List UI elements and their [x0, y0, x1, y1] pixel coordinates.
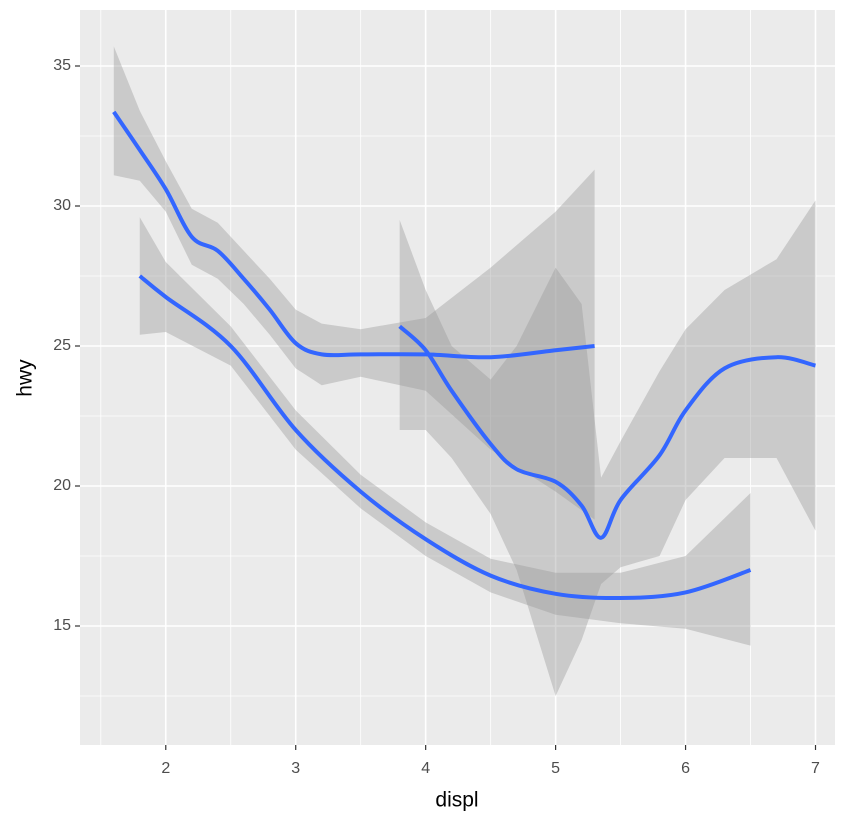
x-axis-title: displ — [435, 789, 478, 812]
confidence-band — [399, 200, 816, 696]
confidence-band — [113, 46, 595, 520]
x-tick-label: 3 — [291, 760, 300, 777]
x-tick-label: 4 — [421, 760, 430, 777]
y-tick-label: 30 — [53, 197, 71, 214]
x-tick-label: 5 — [551, 760, 560, 777]
smooth-line — [138, 274, 752, 601]
y-tick-label: 15 — [53, 617, 71, 634]
y-tick-label: 25 — [53, 337, 71, 354]
y-tick-label: 20 — [53, 477, 71, 494]
x-tick-label: 2 — [161, 760, 170, 777]
panel — [80, 10, 835, 745]
confidence-band — [139, 217, 751, 646]
x-tick-label: 7 — [811, 760, 820, 777]
smooth-line — [398, 324, 817, 540]
y-tick-label: 35 — [53, 57, 71, 74]
y-axis-title: hwy — [14, 359, 37, 397]
x-tick-label: 6 — [681, 760, 690, 777]
smooth-line — [112, 110, 595, 360]
